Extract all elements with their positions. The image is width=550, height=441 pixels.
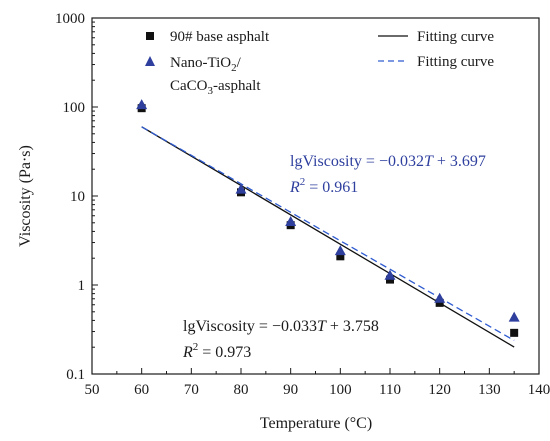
legend-nano-slash: /: [237, 55, 242, 71]
y-tick-label: 1: [78, 278, 86, 294]
legend-label-nano-line2: CaCO3-asphalt: [170, 78, 261, 97]
legend-nano-sub1: 2: [231, 62, 237, 74]
legend-label-fit-solid: Fitting curve: [417, 29, 494, 45]
legend-nano-line2: CaCO: [170, 78, 208, 94]
r2-black-value: = 0.973: [198, 344, 251, 361]
legend-nano-main: Nano-TiO: [170, 55, 231, 71]
r2-blue-value: = 0.961: [305, 179, 358, 196]
eq-black-suffix: + 3.758: [326, 318, 379, 335]
x-tick-label: 90: [283, 382, 298, 398]
y-axis-label: Viscosity (Pa·s): [17, 145, 34, 247]
fit-line-dashed: [141, 126, 515, 342]
legend-label-fit-dashed: Fitting curve: [417, 54, 494, 70]
fit-line-solid: [141, 126, 515, 348]
legend-marker-square: [146, 32, 154, 40]
legend-label-base-asphalt: 90# base asphalt: [170, 29, 270, 45]
y-tick-label: 10: [70, 189, 85, 205]
eq-blue-prefix: lgViscosity = −0.032: [290, 153, 424, 170]
point-nano-asphalt: [136, 99, 148, 110]
legend: 90# base asphalt Nano-TiO2/ CaCO3-asphal…: [145, 29, 494, 97]
r2-black-label: R: [182, 344, 193, 361]
r2-black-exp: 2: [193, 341, 199, 353]
x-tick-label: 130: [478, 382, 501, 398]
eq-black-var: T: [317, 318, 327, 335]
r2-blue-label: R: [289, 179, 300, 196]
point-nano-asphalt: [508, 311, 520, 322]
x-tick-label: 110: [379, 382, 401, 398]
equation-black: lgViscosity = −0.033T + 3.758: [183, 318, 379, 335]
point-base-asphalt: [435, 298, 444, 307]
x-tick-label: 120: [428, 382, 451, 398]
equation-blue: lgViscosity = −0.032T + 3.697: [290, 153, 486, 170]
legend-nano-sub2: 3: [208, 85, 214, 97]
data-markers: [136, 99, 520, 337]
y-tick-label: 1000: [55, 11, 85, 27]
legend-nano-end: -asphalt: [213, 78, 261, 94]
point-nano-asphalt: [285, 216, 297, 227]
x-tick-label: 70: [184, 382, 199, 398]
x-tick-label: 80: [234, 382, 249, 398]
r2-blue-exp: 2: [300, 176, 306, 188]
eq-black-prefix: lgViscosity = −0.033: [183, 318, 317, 335]
point-base-asphalt: [510, 328, 519, 337]
x-tick-label: 60: [134, 382, 149, 398]
y-tick-label: 100: [63, 100, 86, 116]
eq-blue-suffix: + 3.697: [433, 153, 486, 170]
legend-label-nano-line1: Nano-TiO2/: [170, 55, 242, 74]
point-base-asphalt: [336, 252, 345, 261]
x-tick-label: 140: [528, 382, 550, 398]
x-tick-label: 50: [85, 382, 100, 398]
x-tick-label: 100: [329, 382, 352, 398]
point-nano-asphalt: [334, 245, 346, 256]
point-nano-asphalt: [434, 292, 446, 303]
y-tick-label: 0.1: [66, 367, 85, 383]
point-nano-asphalt: [235, 183, 247, 194]
fit-lines: [141, 126, 515, 348]
eq-blue-var: T: [424, 153, 434, 170]
legend-marker-triangle: [145, 56, 155, 66]
r2-black: R2 = 0.973: [182, 341, 251, 361]
point-nano-asphalt: [384, 269, 396, 280]
x-axis-label: Temperature (°C): [260, 415, 372, 432]
r2-blue: R2 = 0.961: [289, 176, 358, 196]
